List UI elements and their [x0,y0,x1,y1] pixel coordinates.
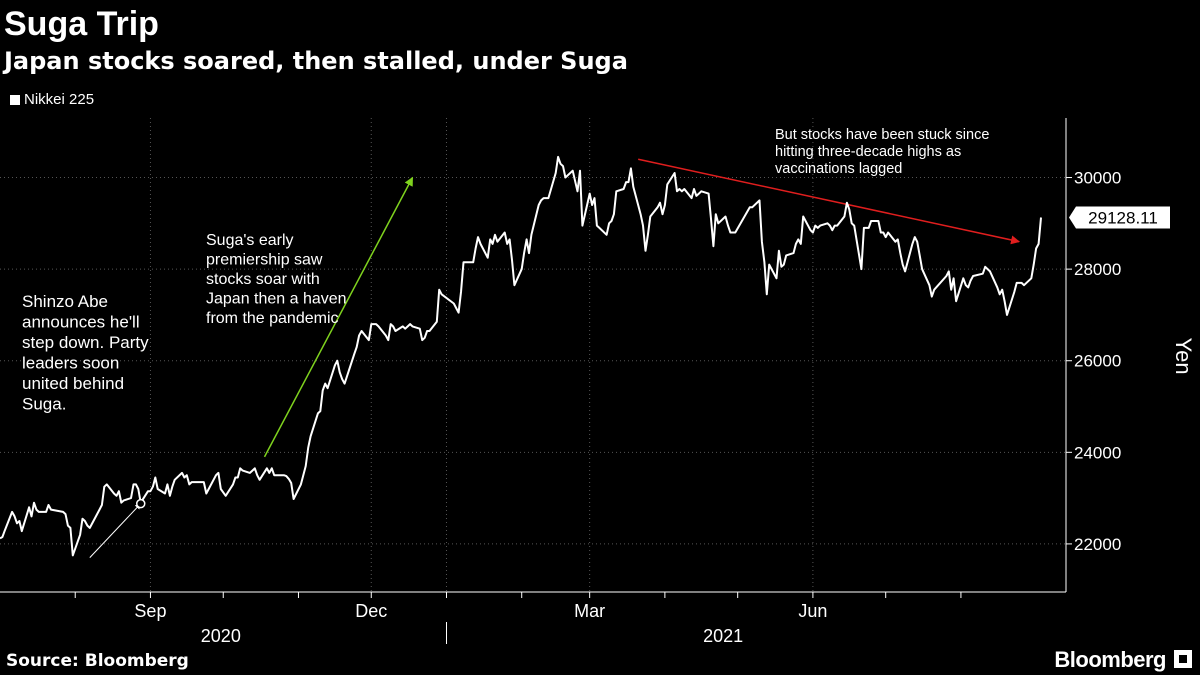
annotation-line: hitting three-decade highs as [775,144,961,160]
y-tick-label: 28000 [1074,260,1121,279]
x-tick-label: Sep [134,601,166,621]
legend-swatch [10,94,20,105]
annotation-line: leaders soon [22,354,119,373]
y-tick-label: 30000 [1074,169,1121,188]
grid-lines [0,118,1066,592]
annotation-stall: But stocks have been stuck since hitting … [775,127,989,177]
y-tick-label: 24000 [1074,443,1121,462]
annotation-line: united behind [22,374,124,393]
abe-event-marker [135,498,146,509]
annotation-texts: Shinzo Abe announces he'll step down. Part… [22,127,989,414]
series-layer [0,155,1042,557]
source-note: Source: Bloomberg [6,651,189,671]
x-tick-label: Dec [355,601,387,621]
chart-title: Suga Trip [4,5,159,43]
annotation-surge: Suga's early premiership saw stocks soar w… [206,232,347,327]
annotation-line: Suga's early [206,232,294,249]
last-value-box [1069,206,1170,229]
bloomberg-logo: Bloomberg [1054,647,1166,672]
annotation-arrows [89,158,1021,558]
annotation-line: Shinzo Abe [22,292,108,311]
x-tick-label: Mar [574,601,605,621]
legend-label: Nikkei 225 [24,91,95,108]
series-line-nikkei-225 [0,155,1042,557]
y-axis-title: Yen [1171,337,1196,374]
y-tick-label: 26000 [1074,352,1121,371]
annotation-line: Suga. [22,395,66,414]
annotation-abe: Shinzo Abe announces he'll step down. Part… [22,292,149,414]
annotation-line: stocks soar with [206,271,320,288]
annotation-line: announces he'll [22,313,140,332]
axes: 22000 24000 26000 28000 30000 Sep Dec Mar Jun 202… [0,118,1196,646]
arrow-pointer [89,503,142,558]
annotation-line: But stocks have been stuck since [775,127,989,143]
annotation-line: step down. Party [22,333,149,352]
arrow-up [263,176,414,458]
annotation-line: Japan then a haven [206,291,347,308]
chart-subtitle: Japan stocks soared, then stalled, under… [4,47,628,75]
last-value-label: 29128.11 [1088,208,1158,227]
year-label: 2020 [201,626,241,646]
x-tick-label: Jun [798,601,827,621]
y-tick-label: 22000 [1074,535,1121,554]
bloomberg-mark-icon [1174,650,1192,668]
legend: Nikkei 225 [10,91,94,108]
annotation-line: vaccinations lagged [775,161,902,177]
annotation-line: from the pandemic [206,310,339,327]
annotation-line: premiership saw [206,252,323,269]
year-label: 2021 [703,626,743,646]
arrow-down [638,158,1021,245]
